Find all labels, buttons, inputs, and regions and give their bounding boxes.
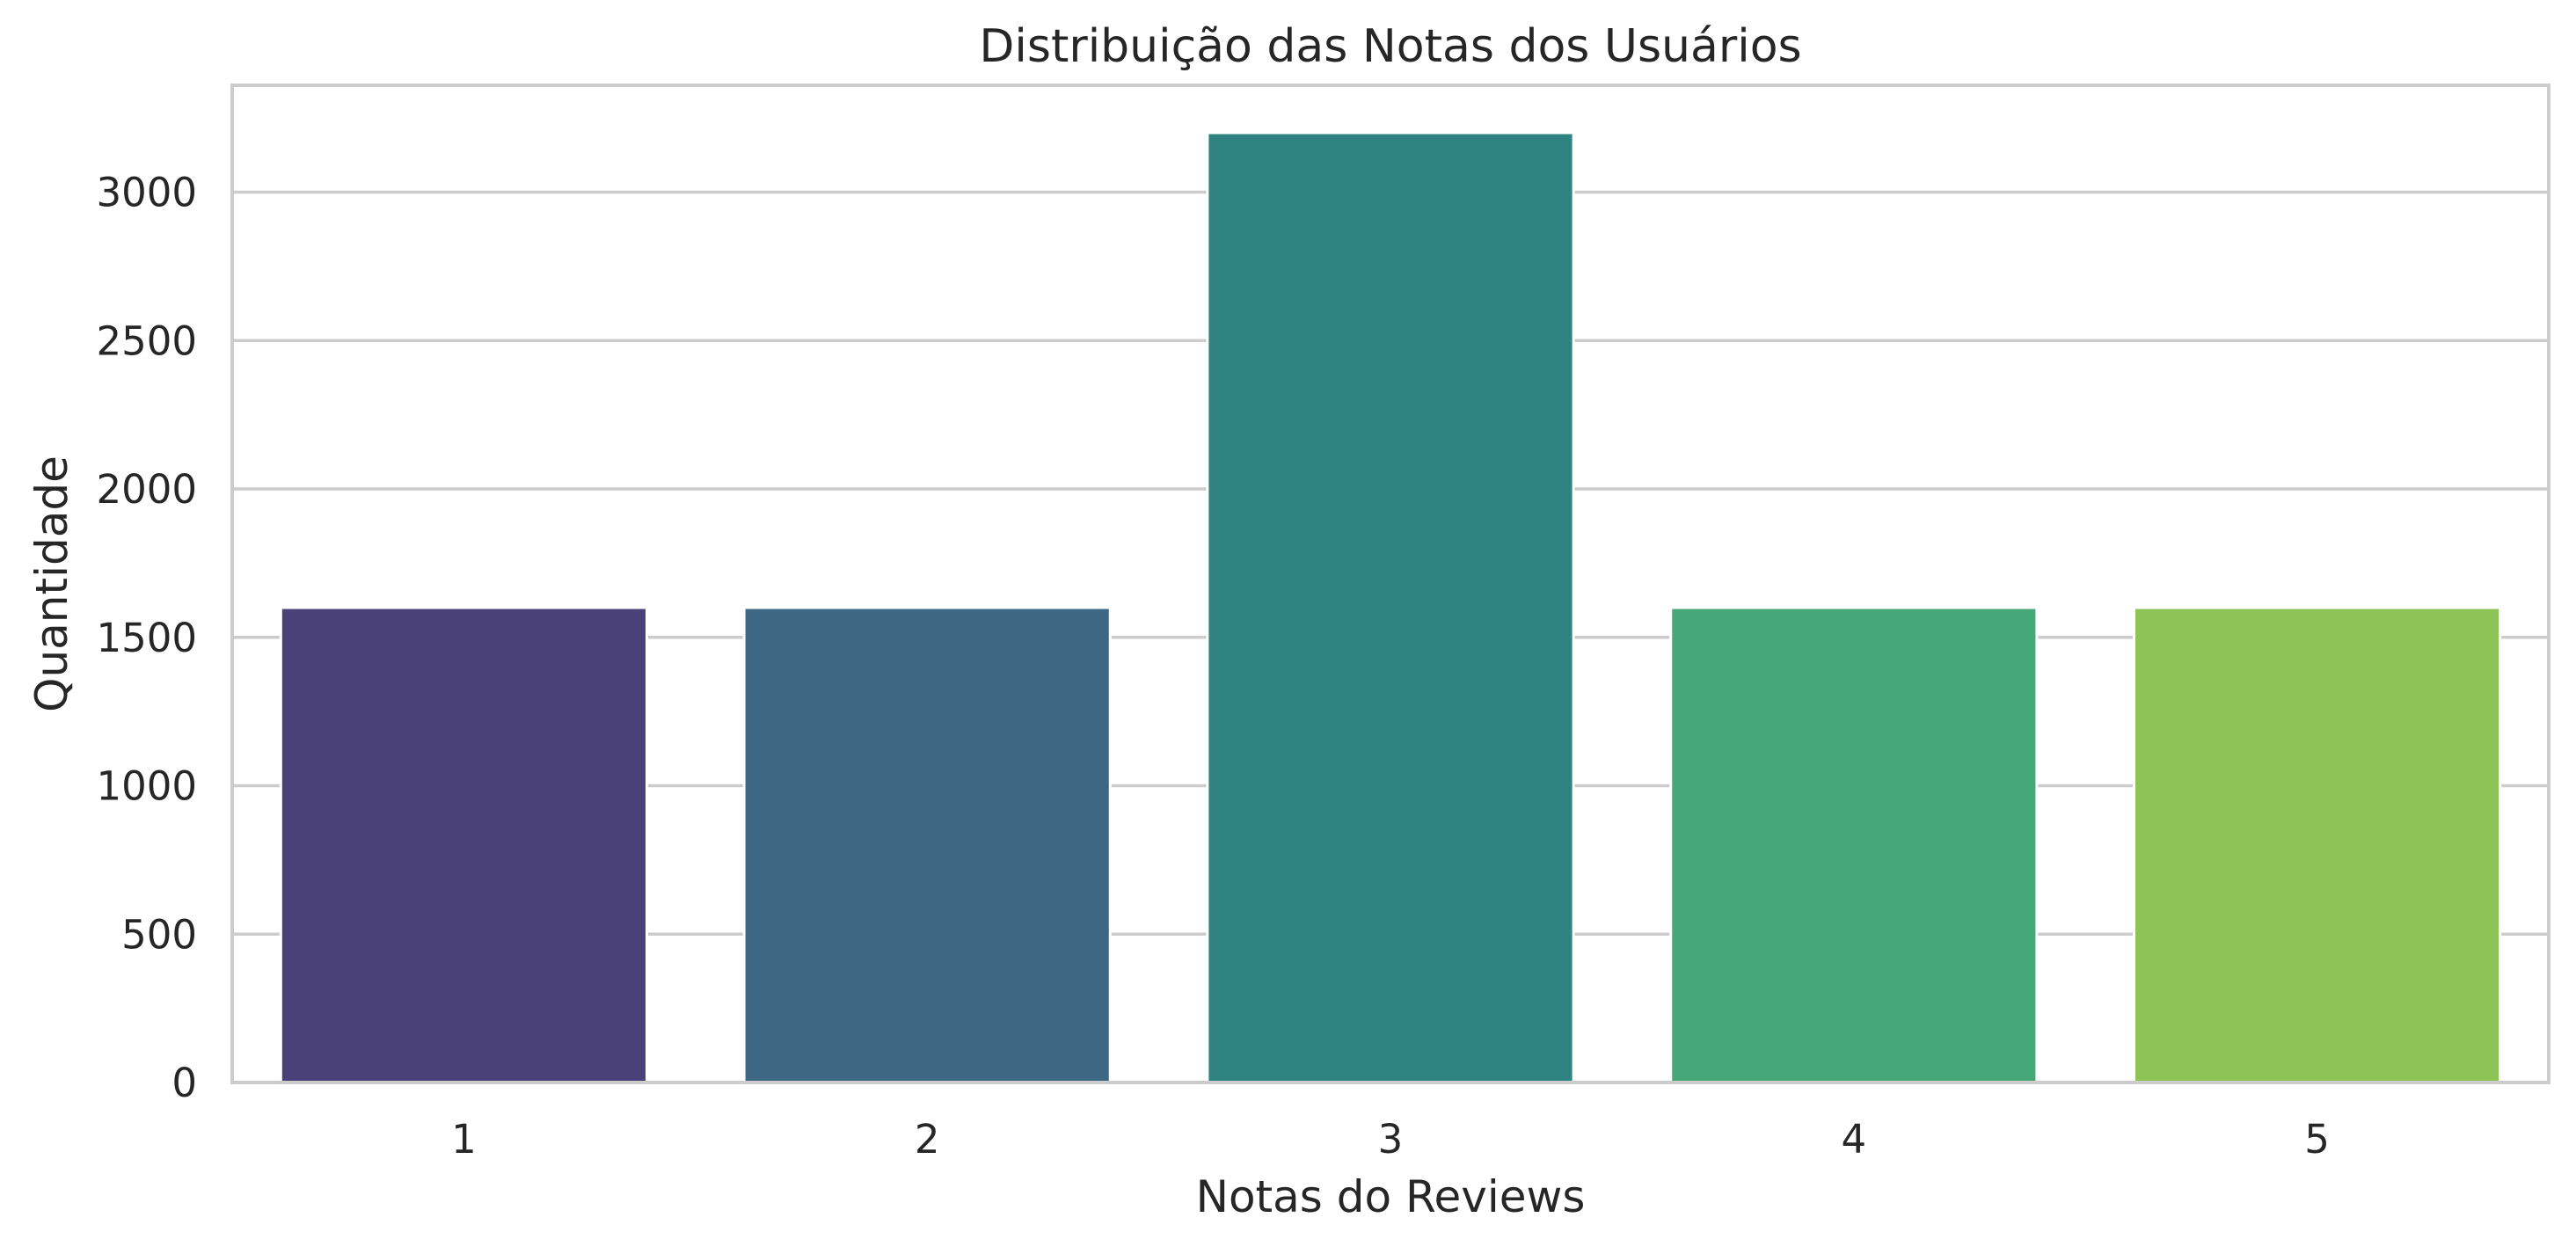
x-tick-label: 5	[2304, 1116, 2330, 1163]
y-tick-label: 2000	[96, 466, 197, 513]
y-tick-label: 2500	[96, 317, 197, 364]
y-tick-label: 1000	[96, 763, 197, 810]
x-tick-label: 2	[915, 1116, 940, 1163]
y-tick-label: 500	[121, 911, 197, 958]
x-tick-label: 1	[451, 1116, 477, 1163]
y-tick-labels: 0 500 1000 1500 2000 2500 3000	[96, 170, 197, 1107]
chart-title: Distribuição das Notas dos Usuários	[979, 20, 1801, 73]
x-tick-labels: 1 2 3 4 5	[451, 1116, 2330, 1163]
x-axis-label: Notas do Reviews	[1196, 1171, 1586, 1222]
bar-4	[1669, 606, 2039, 1084]
x-tick-label: 4	[1841, 1116, 1866, 1163]
y-tick-label: 1500	[96, 615, 197, 661]
bar-5	[2133, 606, 2502, 1084]
y-tick-label: 3000	[96, 170, 197, 216]
y-tick-label: 0	[171, 1060, 197, 1106]
plot-frame	[230, 84, 2550, 1084]
bar-2	[742, 606, 1112, 1084]
y-axis-label: Quantidade	[26, 456, 77, 712]
bars	[279, 131, 2502, 1084]
x-tick-label: 3	[1378, 1116, 1404, 1163]
bar-1	[279, 606, 648, 1084]
bar-3	[1206, 131, 1575, 1084]
